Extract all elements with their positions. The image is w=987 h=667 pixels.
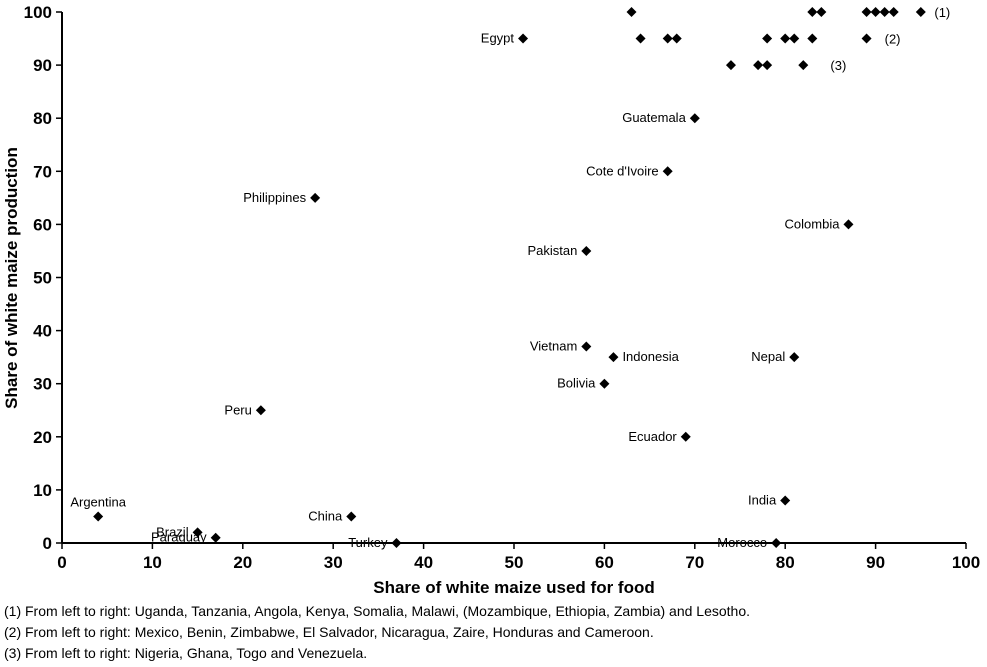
- point-label-colombia: Colombia: [785, 216, 841, 231]
- x-axis-title: Share of white maize used for food: [373, 578, 654, 597]
- data-point-india: [780, 495, 791, 506]
- group-annotation-2: (2): [885, 32, 901, 47]
- footnote-2: (2) From left to right: Mexico, Benin, Z…: [4, 624, 654, 640]
- x-tick-label: 0: [57, 553, 66, 572]
- data-point-paraguay: [210, 532, 221, 543]
- y-tick-label: 50: [33, 269, 52, 288]
- x-tick-label: 90: [866, 553, 885, 572]
- point-label-indonesia: Indonesia: [622, 349, 679, 364]
- point-label-argentina: Argentina: [70, 494, 126, 509]
- y-tick-label: 80: [33, 109, 52, 128]
- data-point-nigeria: [725, 60, 736, 71]
- point-label-egypt: Egypt: [481, 31, 515, 46]
- data-point-mozambique-ethiopia-zambia: [888, 7, 899, 17]
- point-label-pakistan: Pakistan: [527, 243, 577, 258]
- y-tick-label: 10: [33, 481, 52, 500]
- data-point-turkey: [391, 538, 402, 548]
- data-point-colombia: [843, 219, 854, 230]
- point-label-china: China: [308, 508, 343, 523]
- x-tick-label: 40: [414, 553, 433, 572]
- data-point-brazil: [192, 527, 203, 538]
- data-point-indonesia: [608, 352, 619, 363]
- data-point-zimbabwe: [671, 33, 682, 44]
- x-tick-label: 60: [595, 553, 614, 572]
- point-label-philippines: Philippines: [243, 190, 306, 205]
- y-tick-label: 90: [33, 56, 52, 75]
- data-point-venezuela: [798, 60, 809, 71]
- data-point-honduras: [807, 33, 818, 44]
- data-point-uganda: [626, 7, 637, 17]
- group-annotation-1: (1): [934, 5, 950, 20]
- data-point-nepal: [789, 352, 800, 363]
- point-label-peru: Peru: [224, 402, 251, 417]
- point-label-cote-d-ivoire: Cote d'Ivoire: [586, 163, 659, 178]
- y-tick-label: 100: [24, 3, 52, 22]
- data-point-lesotho: [915, 7, 926, 17]
- point-label-ecuador: Ecuador: [628, 429, 677, 444]
- data-point-china: [346, 511, 357, 522]
- data-point-mexico: [635, 33, 646, 44]
- x-tick-label: 20: [233, 553, 252, 572]
- data-point-benin: [662, 33, 673, 44]
- data-point-guatemala: [689, 113, 700, 124]
- x-tick-label: 10: [143, 553, 162, 572]
- y-tick-label: 0: [43, 534, 52, 553]
- data-point-peru: [255, 405, 266, 416]
- data-point-morocco: [771, 538, 782, 548]
- data-point-pakistan: [581, 245, 592, 256]
- point-label-brazil: Brazil: [156, 524, 189, 539]
- y-tick-label: 60: [33, 215, 52, 234]
- x-tick-label: 50: [505, 553, 524, 572]
- y-tick-label: 30: [33, 375, 52, 394]
- data-point-nicaragua: [780, 33, 791, 44]
- point-label-india: India: [748, 493, 777, 508]
- x-tick-label: 100: [952, 553, 980, 572]
- x-tick-label: 70: [685, 553, 704, 572]
- point-label-vietnam: Vietnam: [530, 339, 577, 354]
- point-label-nepal: Nepal: [751, 349, 785, 364]
- point-label-turkey: Turkey: [348, 535, 388, 550]
- data-point-togo: [762, 60, 773, 71]
- data-point-ghana: [753, 60, 764, 71]
- data-point-angola: [816, 7, 827, 17]
- data-point-malawi: [879, 7, 890, 17]
- data-point-tanzania: [807, 7, 818, 17]
- data-point-bolivia: [599, 378, 610, 389]
- x-tick-label: 30: [324, 553, 343, 572]
- data-point-egypt: [518, 33, 529, 44]
- point-label-morocco: Morocco: [717, 535, 767, 550]
- point-label-bolivia: Bolivia: [557, 376, 596, 391]
- footnotes: (1) From left to right: Uganda, Tanzania…: [4, 601, 979, 664]
- data-point-somalia: [870, 7, 881, 17]
- data-point-kenya: [861, 7, 872, 17]
- y-tick-label: 40: [33, 322, 52, 341]
- x-tick-label: 80: [776, 553, 795, 572]
- data-point-vietnam: [581, 341, 592, 352]
- footnote-3: (3) From left to right: Nigeria, Ghana, …: [4, 645, 368, 661]
- y-tick-label: 70: [33, 162, 52, 181]
- group-annotation-3: (3): [830, 58, 846, 73]
- point-label-guatemala: Guatemala: [622, 110, 686, 125]
- scatter-plot: 0 10 20 30 40 50 60 70 80 90 100 0 10 20 30 40 50 60 70 80 9…: [2, 3, 981, 597]
- data-point-philippines: [310, 192, 321, 203]
- plot-generated-content: 0 10 20 30 40 50 60 70 80 90 100 0 10 20 30 40 50 60 70 80 9…: [24, 3, 981, 572]
- footnote-1: (1) From left to right: Uganda, Tanzania…: [4, 603, 751, 619]
- data-point-el-salvador: [762, 33, 773, 44]
- y-axis-title: Share of white maize production: [2, 147, 21, 409]
- data-point-cote-d-ivoire: [662, 166, 673, 177]
- point-label-paraguay: Paraguay: [151, 530, 207, 545]
- y-tick-label: 20: [33, 428, 52, 447]
- data-point-argentina: [93, 511, 104, 522]
- data-point-zaire: [789, 33, 800, 44]
- data-point-cameroon: [861, 33, 872, 44]
- data-point-ecuador: [680, 431, 691, 442]
